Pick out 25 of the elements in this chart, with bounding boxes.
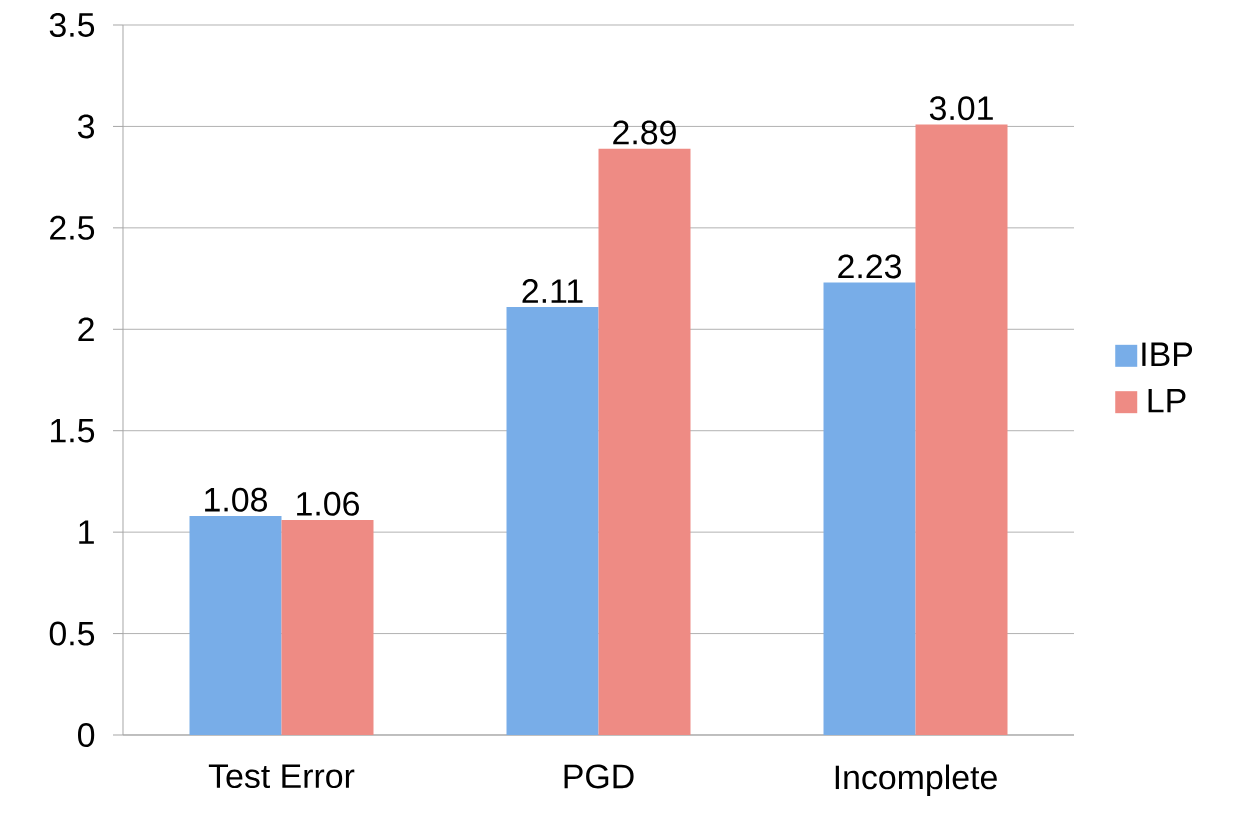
bar [506,306,599,735]
legend-label: LP [1148,388,1186,413]
data-label: 3.01 [929,96,993,121]
bar [281,519,374,735]
y-tick-label: 3 [77,114,95,139]
y-tick-label: 0.5 [49,621,95,646]
data-label: 2.89 [613,120,676,145]
bar [189,515,282,735]
x-tick-label: Incomplete [835,764,997,797]
y-tick-label: 1 [79,520,94,544]
bar [823,282,916,735]
legend-label: IBP [1142,342,1193,366]
x-tick-label: Test Error [208,764,355,789]
data-label: 1.06 [297,491,359,516]
data-label: 2.23 [838,254,901,279]
bar [915,124,1008,735]
data-label: 1.08 [205,487,267,512]
data-label: 2.11 [522,279,583,303]
bar [598,148,691,735]
y-tick-label: 2.5 [50,215,95,240]
x-tick-label: PGD [564,764,634,789]
y-tick-label: 1.5 [51,418,95,443]
y-tick-label: 0 [78,723,95,747]
y-tick-label: 2 [78,317,94,342]
y-tick-label: 3.5 [49,12,95,37]
